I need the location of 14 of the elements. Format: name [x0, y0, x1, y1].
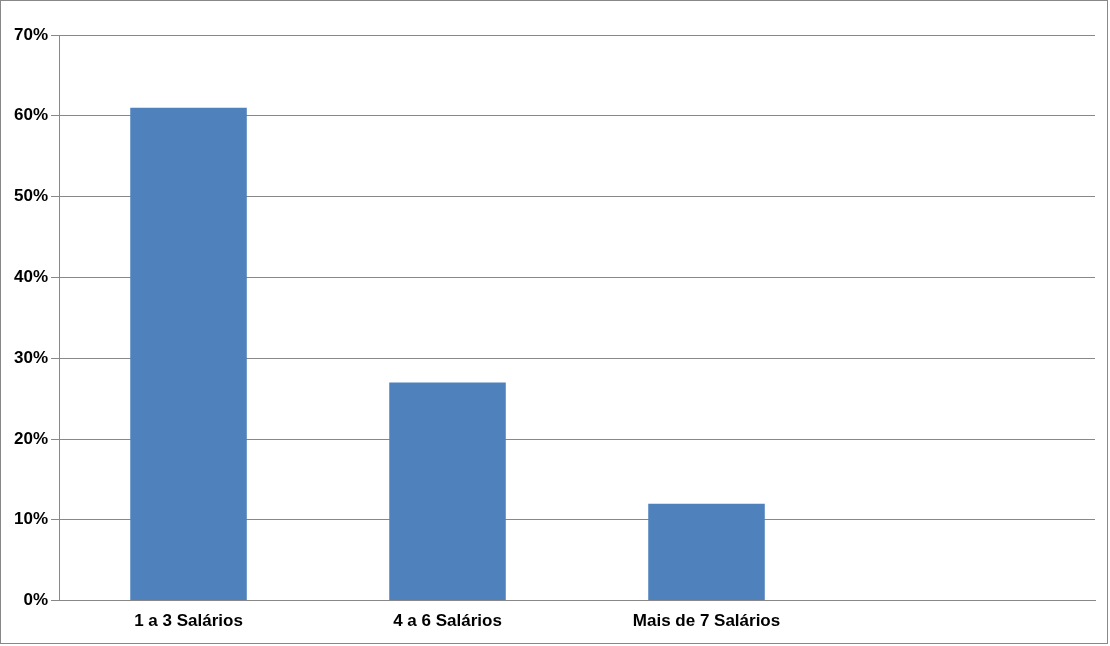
y-tick-label: 50%: [13, 186, 49, 206]
y-tick-label: 30%: [13, 347, 49, 367]
y-tick-label: 10%: [13, 509, 49, 529]
y-tick-label: 0%: [23, 590, 49, 610]
y-tick-label: 20%: [13, 428, 49, 448]
bar: [648, 503, 765, 601]
x-tick-label: Mais de 7 Salários: [632, 611, 781, 631]
bar: [389, 382, 506, 601]
x-tick-label: 4 a 6 Salários: [393, 611, 502, 631]
x-tick-label: 1 a 3 Salários: [134, 611, 243, 631]
y-tick-label: 70%: [13, 24, 49, 44]
y-tick-label: 60%: [13, 105, 49, 125]
y-tick-label: 40%: [13, 267, 49, 287]
bar: [130, 107, 247, 601]
